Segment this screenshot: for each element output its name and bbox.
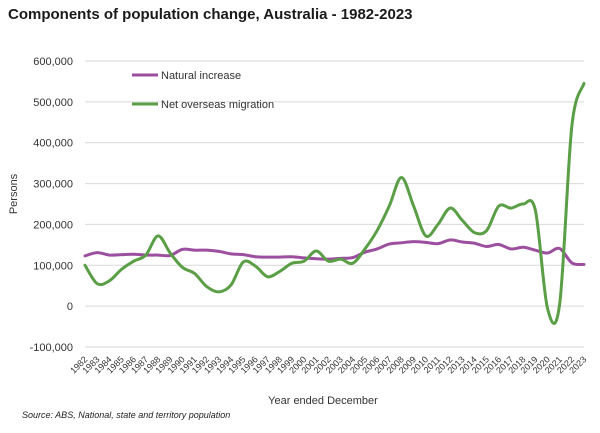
chart-title: Components of population change, Austral… xyxy=(8,6,413,23)
y-tick-label: 600,000 xyxy=(33,56,73,68)
y-tick-label: 0 xyxy=(67,301,73,313)
x-axis-label: Year ended December xyxy=(268,395,378,407)
source-note: Source: ABS, National, state and territo… xyxy=(22,410,231,420)
y-tick-label: 300,000 xyxy=(33,179,73,191)
y-tick-label: 500,000 xyxy=(33,97,73,109)
y-tick-label: -100,000 xyxy=(30,342,73,354)
series-line-natural-increase xyxy=(83,238,586,267)
gridlines xyxy=(85,60,584,348)
x-axis-tick-labels: 1982198319841985198619871988198919901991… xyxy=(68,354,588,375)
legend: Natural increase Net overseas migration xyxy=(132,70,274,111)
y-axis-tick-labels: -100,000 0 100,000 200,000 300,000 400,000 500… xyxy=(30,56,73,354)
legend-label-natural-increase: Natural increase xyxy=(161,70,241,82)
y-tick-label: 200,000 xyxy=(33,219,73,231)
legend-label-net-overseas-migration: Net overseas migration xyxy=(161,99,274,111)
y-axis-label: Persons xyxy=(8,173,20,214)
series-line-net-overseas-migration xyxy=(83,81,586,325)
series-lines xyxy=(83,81,586,325)
y-tick-label: 400,000 xyxy=(33,138,73,150)
y-tick-label: 100,000 xyxy=(33,260,73,272)
